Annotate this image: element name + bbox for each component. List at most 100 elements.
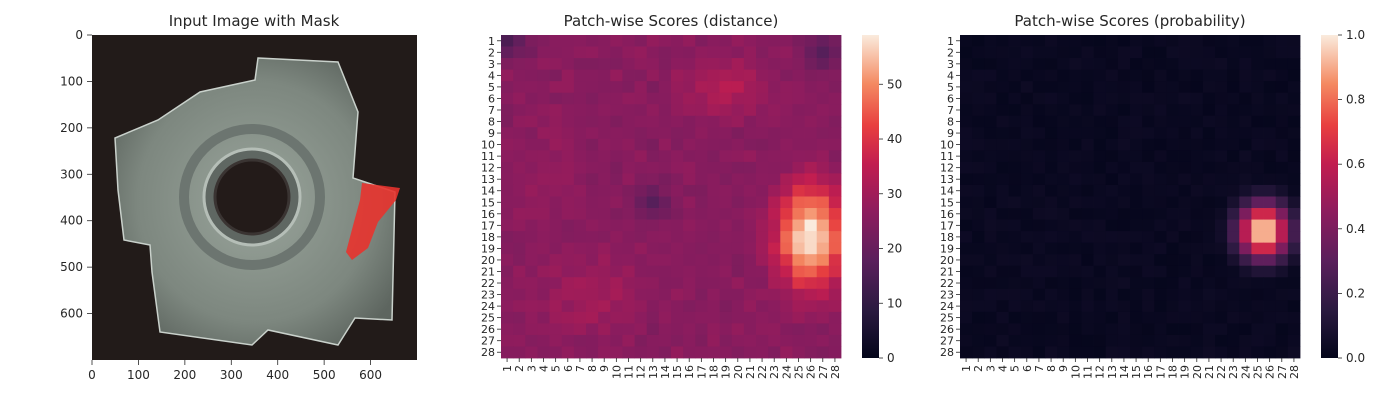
heatmap-cell — [610, 300, 623, 313]
heatmap-cell — [586, 288, 599, 301]
heatmap-cell — [1045, 104, 1058, 117]
heatmap-cell — [671, 104, 684, 117]
heatmap-cell — [1227, 334, 1240, 347]
heatmap-cell — [1142, 115, 1155, 128]
heatmap-cell — [804, 184, 818, 197]
heatmap-cell — [1081, 58, 1094, 71]
heatmap-cell — [525, 277, 538, 290]
heatmap-cell — [1202, 161, 1216, 174]
heatmap-cell — [743, 104, 757, 117]
heatmap-cell — [1142, 104, 1155, 117]
heatmap-cell — [586, 173, 599, 186]
heatmap-cell — [731, 104, 745, 117]
heatmap-cell — [1093, 173, 1107, 186]
heatmap-cell — [1008, 173, 1022, 186]
heatmap-cell — [1239, 334, 1252, 347]
heatmap-cell — [984, 323, 997, 336]
distance-x-ticks: 1 2 3 4 5 6 7 8 9 10 11 12 13 14 15 16 17 18 19 20 21 22 23 24 2… — [501, 358, 842, 379]
heatmap-cell — [1202, 196, 1216, 209]
heatmap-cell — [731, 35, 745, 47]
heatmap-cell — [1154, 69, 1167, 82]
heatmap-cell — [972, 46, 985, 59]
heatmap-cell — [1202, 265, 1216, 278]
heatmap-cell — [610, 208, 623, 220]
heatmap-cell — [984, 265, 997, 278]
heatmap-cell — [816, 173, 830, 186]
heatmap-cell — [658, 35, 672, 47]
y-tick-label: 23 — [481, 289, 495, 302]
heatmap-cell — [549, 277, 563, 290]
heatmap-cell — [1142, 254, 1155, 267]
heatmap-cell — [501, 288, 514, 301]
heatmap-cell — [1166, 300, 1179, 313]
y-tick-label: 7 — [947, 104, 954, 117]
x-tick-label: 10 — [610, 365, 623, 379]
heatmap-cell — [1287, 173, 1301, 186]
heatmap-cell — [960, 161, 973, 174]
heatmap-cell — [561, 81, 575, 94]
heatmap-cell — [1166, 265, 1179, 278]
heatmap-cell — [513, 265, 526, 278]
heatmap-cell — [719, 242, 733, 255]
y-tick-label: 5 — [947, 81, 954, 94]
heatmap-cell — [1045, 334, 1058, 347]
heatmap-cell — [1275, 300, 1289, 313]
heatmap-cell — [501, 150, 514, 163]
heatmap-cell — [1142, 311, 1155, 324]
heatmap-cell — [1215, 219, 1228, 232]
heatmap-cell — [768, 35, 781, 47]
heatmap-cell — [537, 81, 550, 94]
heatmap-cell — [828, 127, 842, 140]
heatmap-cell — [1178, 300, 1192, 313]
heatmap-cell — [658, 208, 672, 220]
heatmap-cell — [1215, 242, 1228, 255]
heatmap-cell — [780, 254, 793, 267]
heatmap-cell — [1227, 81, 1240, 94]
heatmap-cell — [731, 300, 745, 313]
heatmap-cell — [804, 173, 818, 186]
heatmap-cell — [828, 69, 842, 82]
heatmap-cell — [695, 288, 708, 301]
heatmap-cell — [573, 346, 587, 359]
heatmap-cell — [780, 46, 793, 59]
heatmap-cell — [646, 92, 660, 105]
heatmap-cell — [622, 161, 635, 174]
heatmap-cell — [1057, 46, 1070, 59]
heatmap-cell — [756, 161, 769, 174]
heatmap-cell — [671, 265, 684, 278]
heatmap-cell — [537, 150, 550, 163]
heatmap-cell — [828, 208, 842, 220]
y-tick-label: 20 — [940, 254, 954, 267]
heatmap-cell — [634, 323, 648, 336]
heatmap-cell — [1166, 69, 1179, 82]
heatmap-cell — [1057, 219, 1070, 232]
heatmap-cell — [1093, 196, 1107, 209]
heatmap-cell — [622, 265, 635, 278]
heatmap-cell — [719, 161, 733, 174]
heatmap-cell — [972, 311, 985, 324]
heatmap-cell — [1287, 334, 1301, 347]
heatmap-cell — [561, 161, 575, 174]
heatmap-cell — [707, 127, 720, 140]
heatmap-cell — [1263, 242, 1277, 255]
heatmap-cell — [792, 219, 805, 232]
heatmap-cell — [1275, 288, 1289, 301]
heatmap-cell — [513, 300, 526, 313]
heatmap-cell — [1239, 115, 1252, 128]
heatmap-cell — [780, 242, 793, 255]
heatmap-cell — [1032, 69, 1046, 82]
heatmap-cell — [804, 323, 818, 336]
heatmap-cell — [1263, 265, 1277, 278]
heatmap-cell — [622, 69, 635, 82]
heatmap-cell — [960, 196, 973, 209]
heatmap-cell — [1287, 46, 1301, 59]
heatmap-cell — [1069, 242, 1082, 255]
heatmap-cell — [816, 127, 830, 140]
heatmap-cell — [1190, 184, 1204, 197]
colorbar-tick-label: 0.4 — [1346, 222, 1365, 236]
heatmap-cell — [984, 311, 997, 324]
heatmap-cell — [658, 138, 672, 151]
heatmap-cell — [513, 173, 526, 186]
heatmap-cell — [537, 138, 550, 151]
heatmap-cell — [683, 173, 696, 186]
